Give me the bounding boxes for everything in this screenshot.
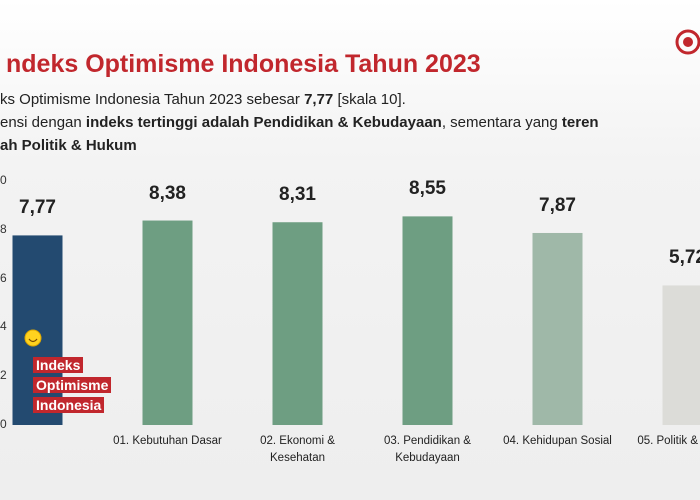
bar xyxy=(272,222,323,425)
chart-title: ndeks Optimisme Indonesia Tahun 2023 xyxy=(6,50,481,78)
y-tick-label: 2 xyxy=(0,368,7,383)
value-label: 8,31 xyxy=(279,184,316,206)
subtitle-text: ah Politik & Hukum xyxy=(0,137,137,154)
subtitle-text: [skala 10]. xyxy=(333,91,406,108)
y-tick-label: 0 xyxy=(0,417,7,431)
smiley-mouth xyxy=(28,338,38,343)
value-label: 8,55 xyxy=(409,178,446,200)
bar xyxy=(532,232,583,425)
subtitle-text: ensi dengan xyxy=(0,114,86,131)
y-tick-label: 8 xyxy=(0,221,7,236)
highlight-label: Indeks Optimisme Indonesia xyxy=(33,355,128,415)
logo xyxy=(675,29,700,55)
y-tick-label: 6 xyxy=(0,270,7,285)
x-tick-label: 03. Pendidikan & Kebudayaan xyxy=(384,435,471,464)
x-tick-label: 02. Ekonomi & Kesehatan xyxy=(260,435,335,464)
bar xyxy=(142,220,193,425)
bar xyxy=(12,235,63,425)
bar xyxy=(402,216,453,425)
logo xyxy=(683,37,693,47)
subtitle-line: ensi dengan indeks tertinggi adalah Pend… xyxy=(0,114,599,131)
subtitle-text: , sementara yang xyxy=(441,114,562,131)
value-label: 8,38 xyxy=(149,182,186,204)
x-tick-label: 01. Kebutuhan Dasar xyxy=(113,435,222,447)
value-label: 7,87 xyxy=(539,194,576,216)
y-tick-label: 4 xyxy=(0,319,7,334)
value-label: 7,77 xyxy=(19,197,56,219)
bar xyxy=(662,285,700,425)
category-label: Indeks Optimisme Indonesia xyxy=(33,357,112,413)
subtitle-text: 7,77 xyxy=(304,91,334,108)
subtitle-line: ah Politik & Hukum xyxy=(0,137,137,154)
subtitle-text: teren xyxy=(561,114,599,131)
x-tick-label: 04. Kehidupan Sosial xyxy=(503,435,612,447)
value-label: 5,72 xyxy=(669,247,700,269)
smiley xyxy=(24,329,42,347)
subtitle-line: ks Optimisme Indonesia Tahun 2023 sebesa… xyxy=(0,91,406,108)
subtitle-text: ks Optimisme Indonesia Tahun 2023 sebesa… xyxy=(0,91,305,108)
x-tick-label: 05. Politik & Hukum xyxy=(637,435,700,447)
subtitle-text: indeks tertinggi adalah Pendidikan & Keb… xyxy=(85,114,442,131)
y-tick-label: 0 xyxy=(0,173,7,187)
